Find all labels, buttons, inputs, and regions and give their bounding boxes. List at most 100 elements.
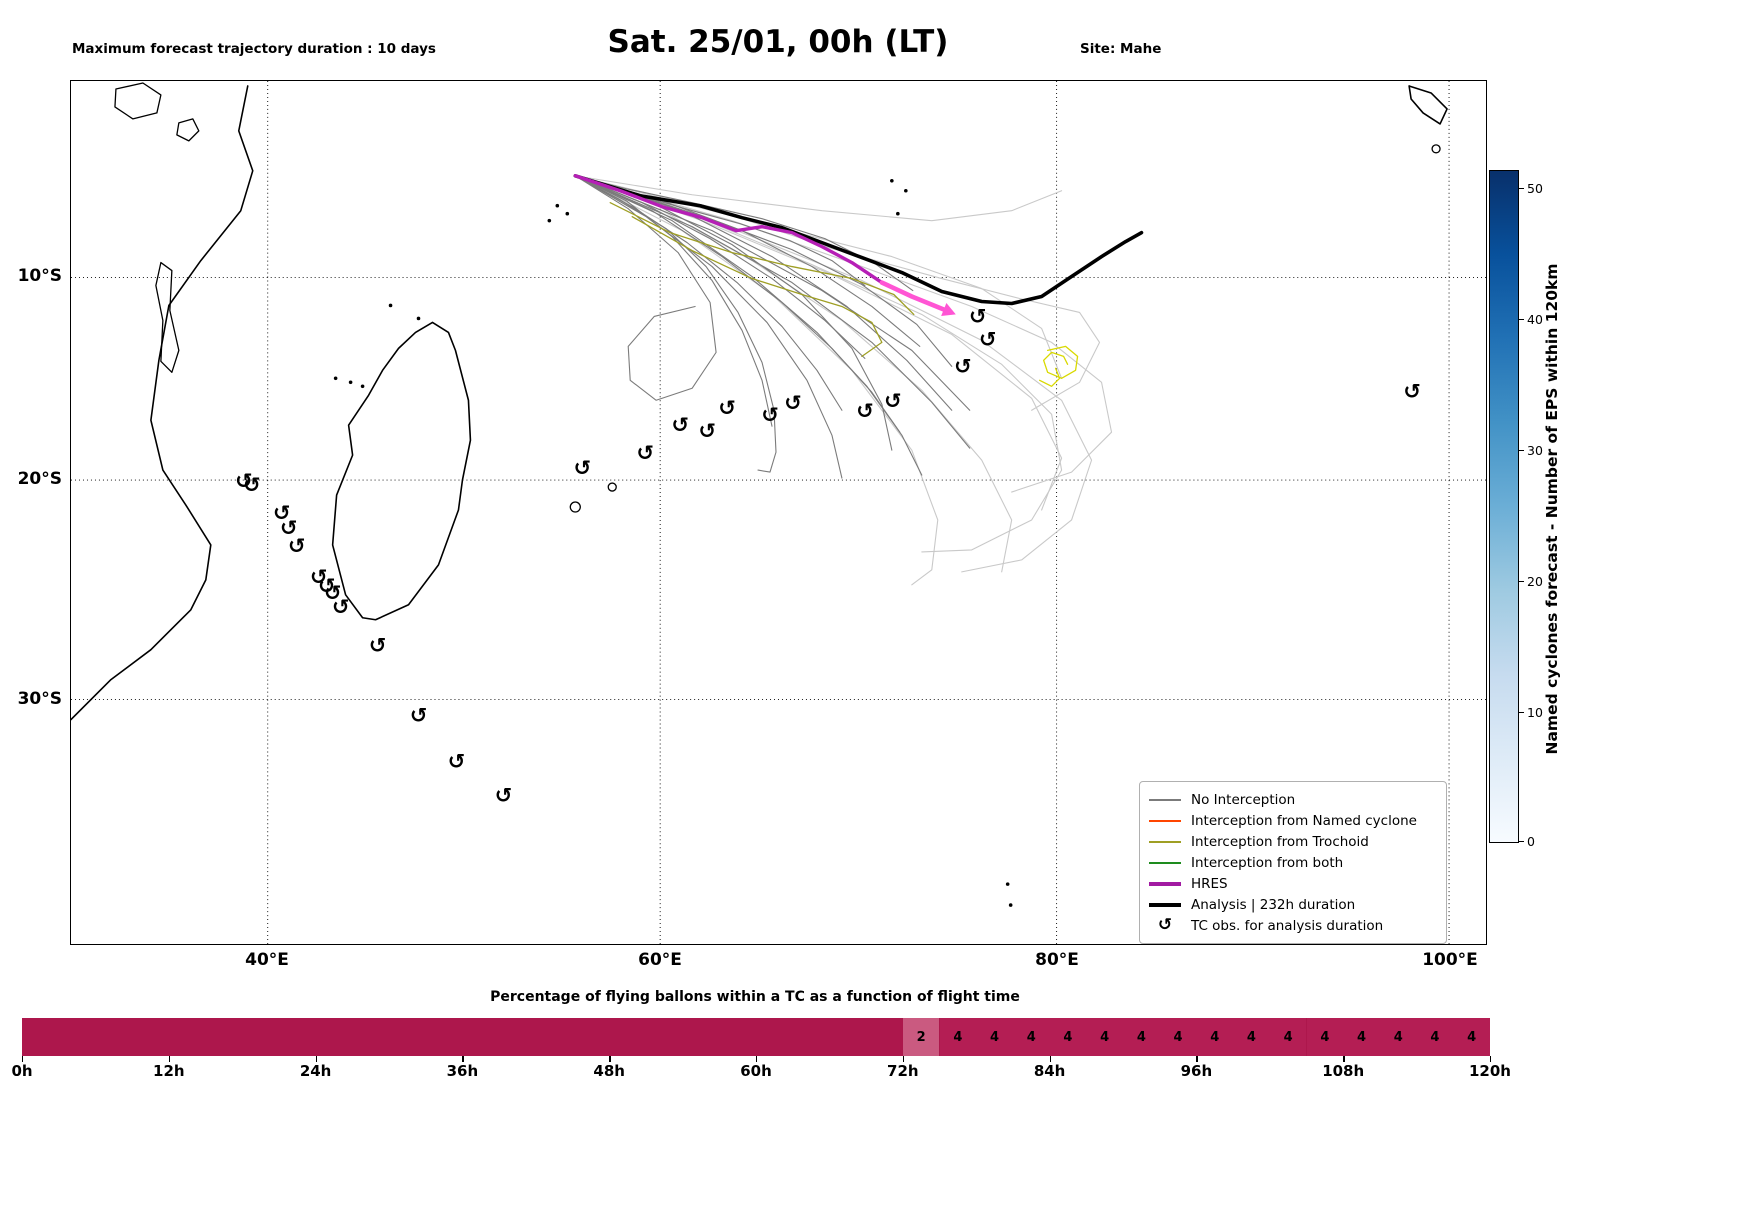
colorbar-tickmark (1519, 712, 1524, 714)
trajectory-no-interception (574, 175, 923, 476)
strip-cell-value: 4 (1320, 1029, 1330, 1045)
tc-obs-icon: ↺ (332, 595, 350, 619)
tc-obs-icon: ↺ (969, 304, 987, 328)
colorbar-tick-label: 0 (1527, 834, 1535, 849)
tc-obs-icon: ↺ (369, 634, 387, 658)
island-dot (416, 316, 421, 321)
tc-obs-icon: ↺ (698, 419, 716, 443)
island-dot (896, 211, 900, 216)
legend-label: Interception from Trochoid (1191, 833, 1369, 850)
trajectory-no-interception (574, 175, 777, 473)
strip-cell-value: 4 (1246, 1029, 1256, 1045)
trajectory-no-interception (574, 175, 971, 449)
trajectory-no-interception-light (574, 175, 1013, 573)
lake-outline (176, 118, 200, 142)
strip-axis-tickmark (1343, 1056, 1345, 1062)
island-outline (1431, 144, 1441, 154)
map-legend: No Interception Interception from Named c… (1139, 781, 1447, 944)
legend-label: Interception from Named cyclone (1191, 812, 1417, 829)
strip-cell-value: 4 (1210, 1029, 1220, 1045)
strip-cell: 4 (976, 1018, 1013, 1056)
strip-cell: 4 (1233, 1018, 1270, 1056)
trajectory-trochoid-loop (1042, 345, 1079, 379)
island-dot (1008, 903, 1013, 907)
trajectory-no-interception-light (574, 175, 1063, 222)
legend-item: Interception from Named cyclone (1149, 810, 1437, 831)
hres-arrowhead-icon (941, 303, 956, 316)
legend-sample (1149, 902, 1181, 907)
trajectory-trochoid-loop (1038, 367, 1061, 387)
strip-cell-value: 4 (1430, 1029, 1440, 1045)
legend-sample (1149, 861, 1181, 864)
strip-cell: 4 (1012, 1018, 1050, 1056)
strip-axis-tick-label: 0h (11, 1062, 33, 1080)
strip-cell: 4 (939, 1018, 977, 1056)
strip-cell-value: 4 (1100, 1029, 1110, 1045)
strip-axis-tick-label: 84h (1033, 1062, 1066, 1080)
tc-obs-icon: ↺ (273, 501, 291, 525)
strip-cell: 4 (1306, 1018, 1344, 1056)
strip-cell: 4 (1196, 1018, 1234, 1056)
strip-cell: 4 (1086, 1018, 1123, 1056)
tc-obs-icon: ↺ (288, 534, 306, 558)
strip-cell: 4 (1269, 1018, 1307, 1056)
strip-axis-tick-label: 60h (740, 1062, 772, 1080)
island-dot (904, 188, 908, 193)
tc-obs-icon: ↺ (235, 469, 253, 493)
param-line: Maximum forecast trajectory duration : 1… (72, 41, 436, 57)
y-axis-tick-label: 30°S (17, 689, 62, 709)
trajectory-trochoid (609, 202, 915, 316)
strip-cell: 4 (1343, 1018, 1380, 1056)
legend-item: Analysis | 232h duration (1149, 894, 1437, 915)
strip-cell-value: 4 (1393, 1029, 1403, 1045)
strip-axis-tick-label: 36h (446, 1062, 479, 1080)
legend-line-icon (1149, 861, 1181, 864)
strip-axis-tickmark (462, 1056, 464, 1062)
legend-item: Interception from both (1149, 852, 1437, 873)
coastline-madagascar (331, 321, 472, 621)
colorbar-tickmark (1519, 188, 1524, 190)
legend-sample (1149, 881, 1181, 886)
island-dot (890, 178, 894, 183)
strip-axis-tickmark (756, 1056, 758, 1062)
strip-axis-tickmark (1049, 1056, 1051, 1062)
flight-time-strip: 2 4 4 4 4 4 4 4 4 4 4 4 4 4 4 4 (22, 1018, 1490, 1056)
site-line: Site: Mahe (1080, 41, 1162, 57)
colorbar-tickmark (1519, 841, 1524, 843)
strip-axis-tickmark (1490, 1056, 1492, 1062)
legend-sample: ↺ (1149, 917, 1181, 934)
strip-cell: 2 (902, 1018, 940, 1056)
tc-obs-icon: ↺ (636, 441, 654, 465)
tc-obs-icon: ↺ (410, 704, 428, 728)
trajectory-no-interception (574, 175, 953, 411)
island-dot (333, 376, 338, 381)
legend-label: Analysis | 232h duration (1191, 896, 1356, 913)
hres-track-tail (879, 280, 947, 312)
legend-line-icon (1149, 840, 1181, 843)
colorbar-tick-label: 10 (1527, 705, 1543, 720)
colorbar-tickmark (1519, 319, 1524, 321)
strip-cell: 4 (1453, 1018, 1490, 1056)
map-canvas: ↺↺↺↺↺↺↺↺↺↺↺↺↺↺↺↺↺↺↺↺↺↺↺↺↺↺ (71, 81, 1486, 944)
strip-cell-value: 4 (953, 1029, 963, 1045)
legend-sample (1149, 840, 1181, 843)
colorbar-tick-label: 40 (1527, 312, 1543, 327)
strip-axis-tick-label: 72h (887, 1062, 919, 1080)
tc-obs-icon: ↺ (884, 389, 902, 413)
strip-axis-tickmark (22, 1056, 24, 1062)
strip-cell-value: 4 (1173, 1029, 1183, 1045)
legend-sample (1149, 798, 1181, 801)
tc-obs-icon: ↺ (573, 456, 591, 480)
strip-axis-tickmark (168, 1056, 171, 1062)
x-axis-tick-label: 100°E (1422, 950, 1478, 970)
trajectory-no-interception-light (574, 175, 1101, 411)
legend-line-icon (1149, 881, 1181, 886)
strip-axis-tickmark (1196, 1056, 1198, 1062)
colorbar-tick-label: 20 (1527, 574, 1543, 589)
tc-obs-icon: ↺ (718, 396, 736, 420)
legend-label: No Interception (1191, 791, 1296, 808)
trajectory-no-interception-light (574, 175, 1093, 573)
legend-label: TC obs. for analysis duration (1191, 917, 1384, 934)
figure-title: Sat. 25/01, 00h (LT) (607, 24, 949, 60)
